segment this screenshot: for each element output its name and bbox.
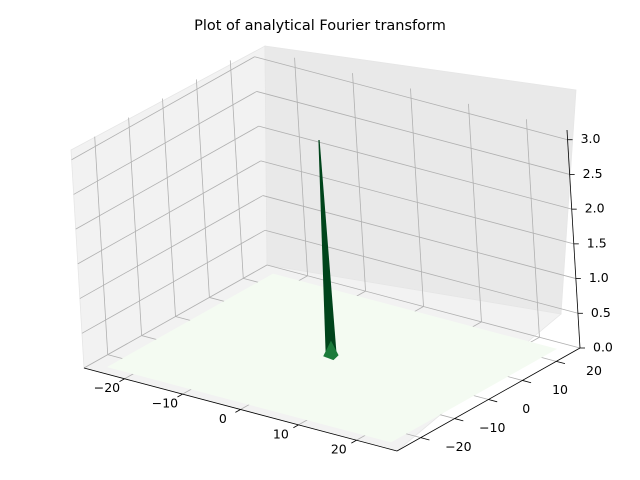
grid-line-z-left xyxy=(75,125,259,230)
z-tick-label: 0.0 xyxy=(593,340,613,355)
x-tick xyxy=(351,439,357,444)
x-tick-label: −20 xyxy=(94,380,120,395)
y-tick-label: 10 xyxy=(552,382,568,397)
grid-line-y-wall xyxy=(162,98,176,317)
grid-line-y-wall xyxy=(128,117,143,336)
x-tick-label: −10 xyxy=(152,396,178,411)
grid-line-z-left xyxy=(79,195,264,299)
grid-line-x-wall xyxy=(294,57,308,276)
y-tick xyxy=(556,360,566,365)
grid-line-y-wall xyxy=(94,136,109,355)
x-tick xyxy=(235,409,241,413)
grid-line-z-back xyxy=(260,160,574,245)
x-tick-label: 0 xyxy=(219,411,227,426)
x-tick xyxy=(119,378,125,382)
grid-line-y-wall xyxy=(229,60,244,279)
chart-title: Plot of analytical Fourier transform xyxy=(194,18,446,34)
z-tick-label: 2.5 xyxy=(583,166,603,181)
grid-line-y-wall xyxy=(195,79,210,298)
grid-line-z-back xyxy=(264,229,579,314)
y-tick-label: 20 xyxy=(586,363,602,378)
z-axis-line xyxy=(566,129,581,349)
z-tick-label: 0.5 xyxy=(591,305,611,320)
grid-line-z-back xyxy=(256,91,570,175)
y-tick-label: −10 xyxy=(479,420,505,435)
grid-line-z-left xyxy=(77,160,261,265)
surface-peak-base xyxy=(323,340,339,361)
surface xyxy=(106,140,558,443)
grid-line-z-back xyxy=(266,264,581,349)
y-tick xyxy=(420,437,430,441)
grid-line-z-back xyxy=(262,195,576,279)
y-tick-label: −20 xyxy=(445,439,471,454)
x-tick xyxy=(177,393,183,398)
x-tick xyxy=(293,424,299,429)
grid-line-z-left xyxy=(83,264,268,369)
z-tick-label: 1.0 xyxy=(589,270,609,285)
grid-line-x-wall xyxy=(526,119,540,338)
x-tick-label: 20 xyxy=(331,442,347,457)
z-tick-label: 1.5 xyxy=(587,235,607,250)
y-tick-label: 0 xyxy=(522,401,530,416)
grid-line-z-back xyxy=(254,56,568,141)
grid-line-x-wall xyxy=(468,103,482,322)
surface-peak xyxy=(318,140,337,358)
grid-line-z-back xyxy=(258,125,572,210)
grid-line-z-left xyxy=(73,91,257,195)
grid-line-z-left xyxy=(71,56,255,161)
z-tick-label: 2.0 xyxy=(585,201,605,216)
grid-line-x-wall xyxy=(352,73,366,292)
z-tick-label: 3.0 xyxy=(581,131,601,146)
axes: −20 −10 0 10 20 −20 −10 0 10 20 0.0 0.5 1.0 1.5 2.0 2.5… xyxy=(83,129,613,457)
y-tick xyxy=(454,418,464,422)
grid-line-z-left xyxy=(81,229,266,334)
x-tick-label: 10 xyxy=(273,426,289,441)
y-tick xyxy=(488,399,498,403)
grid-line-x-wall xyxy=(410,88,424,307)
y-tick xyxy=(522,380,532,384)
